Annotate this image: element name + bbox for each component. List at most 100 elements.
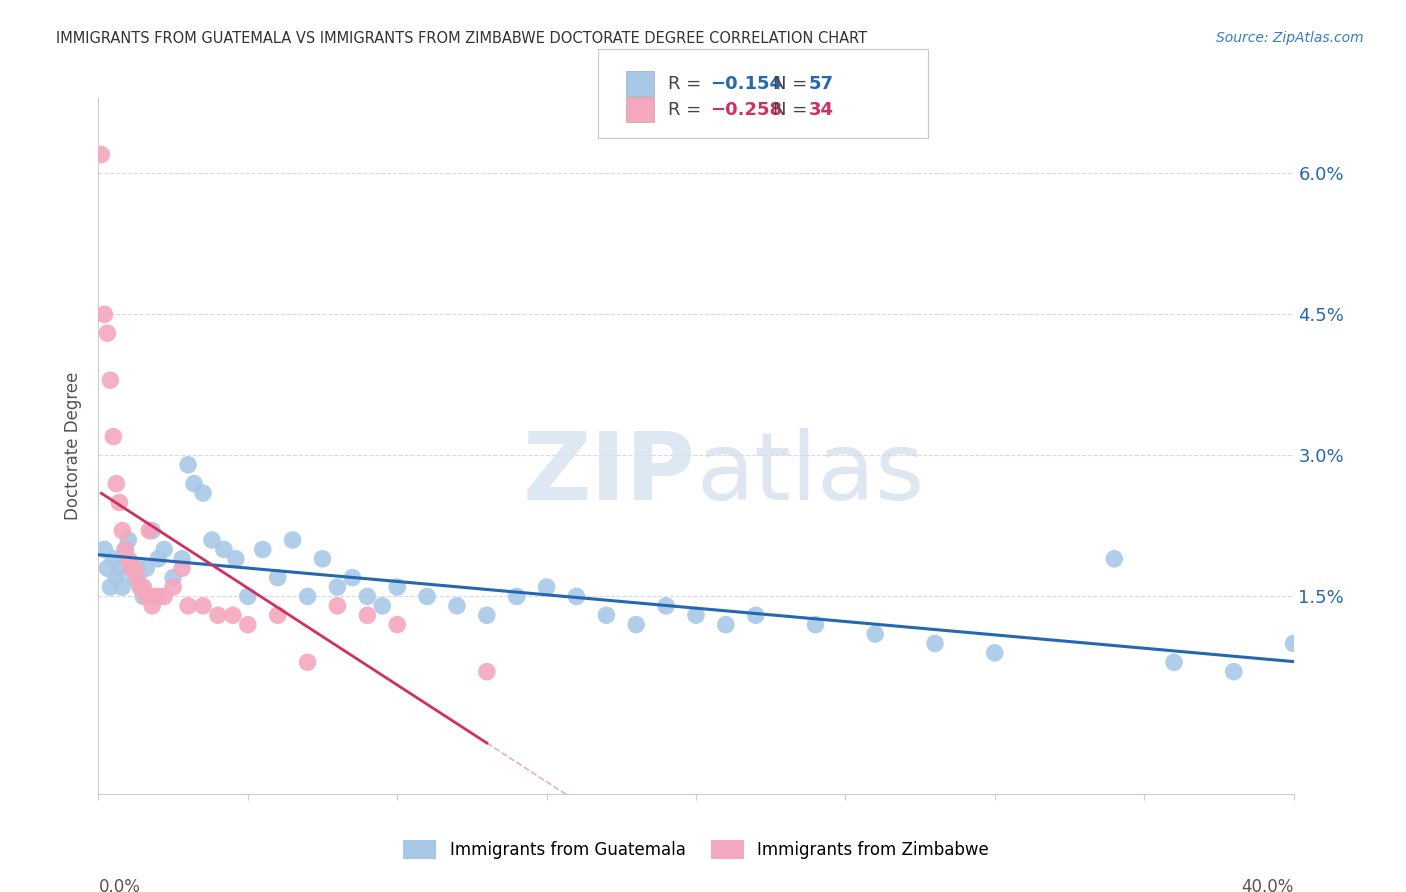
Point bbox=[1223, 665, 1246, 679]
Text: Source: ZipAtlas.com: Source: ZipAtlas.com bbox=[1216, 31, 1364, 45]
Point bbox=[93, 307, 115, 321]
Point bbox=[191, 486, 214, 500]
Point bbox=[326, 580, 349, 594]
Point bbox=[804, 617, 827, 632]
Point bbox=[177, 599, 200, 613]
Point bbox=[105, 476, 128, 491]
Point bbox=[120, 561, 142, 575]
Point bbox=[626, 617, 648, 632]
Point bbox=[108, 495, 131, 509]
Point bbox=[103, 551, 125, 566]
Point bbox=[595, 608, 617, 623]
Point bbox=[172, 551, 194, 566]
Point bbox=[714, 617, 737, 632]
Point bbox=[172, 561, 194, 575]
Point bbox=[100, 580, 122, 594]
Text: R =: R = bbox=[668, 75, 707, 93]
Point bbox=[93, 542, 115, 557]
Point bbox=[148, 590, 170, 604]
Point bbox=[984, 646, 1007, 660]
Point bbox=[162, 580, 184, 594]
Point bbox=[356, 590, 378, 604]
Point bbox=[129, 580, 152, 594]
Point bbox=[222, 608, 245, 623]
Point bbox=[236, 617, 259, 632]
Point bbox=[141, 599, 163, 613]
Point bbox=[225, 551, 247, 566]
Point bbox=[114, 542, 136, 557]
Point bbox=[153, 590, 176, 604]
Point bbox=[416, 590, 439, 604]
Point bbox=[655, 599, 678, 613]
Point bbox=[297, 590, 319, 604]
Point bbox=[90, 147, 112, 161]
Text: IMMIGRANTS FROM GUATEMALA VS IMMIGRANTS FROM ZIMBABWE DOCTORATE DEGREE CORRELATI: IMMIGRANTS FROM GUATEMALA VS IMMIGRANTS … bbox=[56, 31, 868, 46]
Point bbox=[1104, 551, 1126, 566]
Point bbox=[105, 571, 128, 585]
Point bbox=[96, 561, 118, 575]
Point bbox=[1282, 636, 1305, 650]
Legend: Immigrants from Guatemala, Immigrants from Zimbabwe: Immigrants from Guatemala, Immigrants fr… bbox=[396, 833, 995, 865]
Point bbox=[127, 561, 149, 575]
Point bbox=[96, 326, 118, 341]
Point bbox=[311, 551, 333, 566]
Text: 57: 57 bbox=[808, 75, 834, 93]
Point bbox=[162, 571, 184, 585]
Point bbox=[124, 561, 146, 575]
Point bbox=[267, 571, 290, 585]
Text: atlas: atlas bbox=[696, 428, 924, 520]
Point bbox=[132, 590, 155, 604]
Point bbox=[201, 533, 224, 547]
Point bbox=[212, 542, 235, 557]
Point bbox=[281, 533, 304, 547]
Point bbox=[143, 590, 166, 604]
Point bbox=[924, 636, 946, 650]
Text: −0.258: −0.258 bbox=[710, 101, 782, 119]
Point bbox=[111, 524, 134, 538]
Point bbox=[865, 627, 887, 641]
Y-axis label: Doctorate Degree: Doctorate Degree bbox=[65, 372, 83, 520]
Point bbox=[685, 608, 707, 623]
Point bbox=[191, 599, 214, 613]
Point bbox=[536, 580, 558, 594]
Point bbox=[342, 571, 364, 585]
Point bbox=[124, 571, 146, 585]
Point bbox=[135, 561, 157, 575]
Point bbox=[108, 561, 131, 575]
Point bbox=[117, 551, 139, 566]
Point bbox=[135, 590, 157, 604]
Point bbox=[153, 542, 176, 557]
Point bbox=[114, 542, 136, 557]
Point bbox=[183, 476, 205, 491]
Point bbox=[236, 590, 259, 604]
Point bbox=[745, 608, 768, 623]
Point bbox=[356, 608, 378, 623]
Text: N =: N = bbox=[773, 75, 813, 93]
Point bbox=[207, 608, 229, 623]
Point bbox=[252, 542, 274, 557]
Point bbox=[148, 551, 170, 566]
Point bbox=[297, 655, 319, 669]
Text: 40.0%: 40.0% bbox=[1241, 879, 1294, 892]
Text: −0.154: −0.154 bbox=[710, 75, 782, 93]
Text: R =: R = bbox=[668, 101, 707, 119]
Point bbox=[371, 599, 394, 613]
Point bbox=[177, 458, 200, 472]
Point bbox=[120, 561, 142, 575]
Point bbox=[141, 524, 163, 538]
Point bbox=[1163, 655, 1185, 669]
Point bbox=[127, 571, 149, 585]
Point bbox=[111, 580, 134, 594]
Point bbox=[385, 580, 409, 594]
Point bbox=[129, 580, 152, 594]
Point bbox=[103, 429, 125, 443]
Point bbox=[138, 524, 160, 538]
Text: N =: N = bbox=[773, 101, 813, 119]
Text: 0.0%: 0.0% bbox=[98, 879, 141, 892]
Text: ZIP: ZIP bbox=[523, 428, 696, 520]
Point bbox=[506, 590, 529, 604]
Point bbox=[100, 373, 122, 387]
Point bbox=[565, 590, 588, 604]
Point bbox=[475, 608, 498, 623]
Point bbox=[385, 617, 409, 632]
